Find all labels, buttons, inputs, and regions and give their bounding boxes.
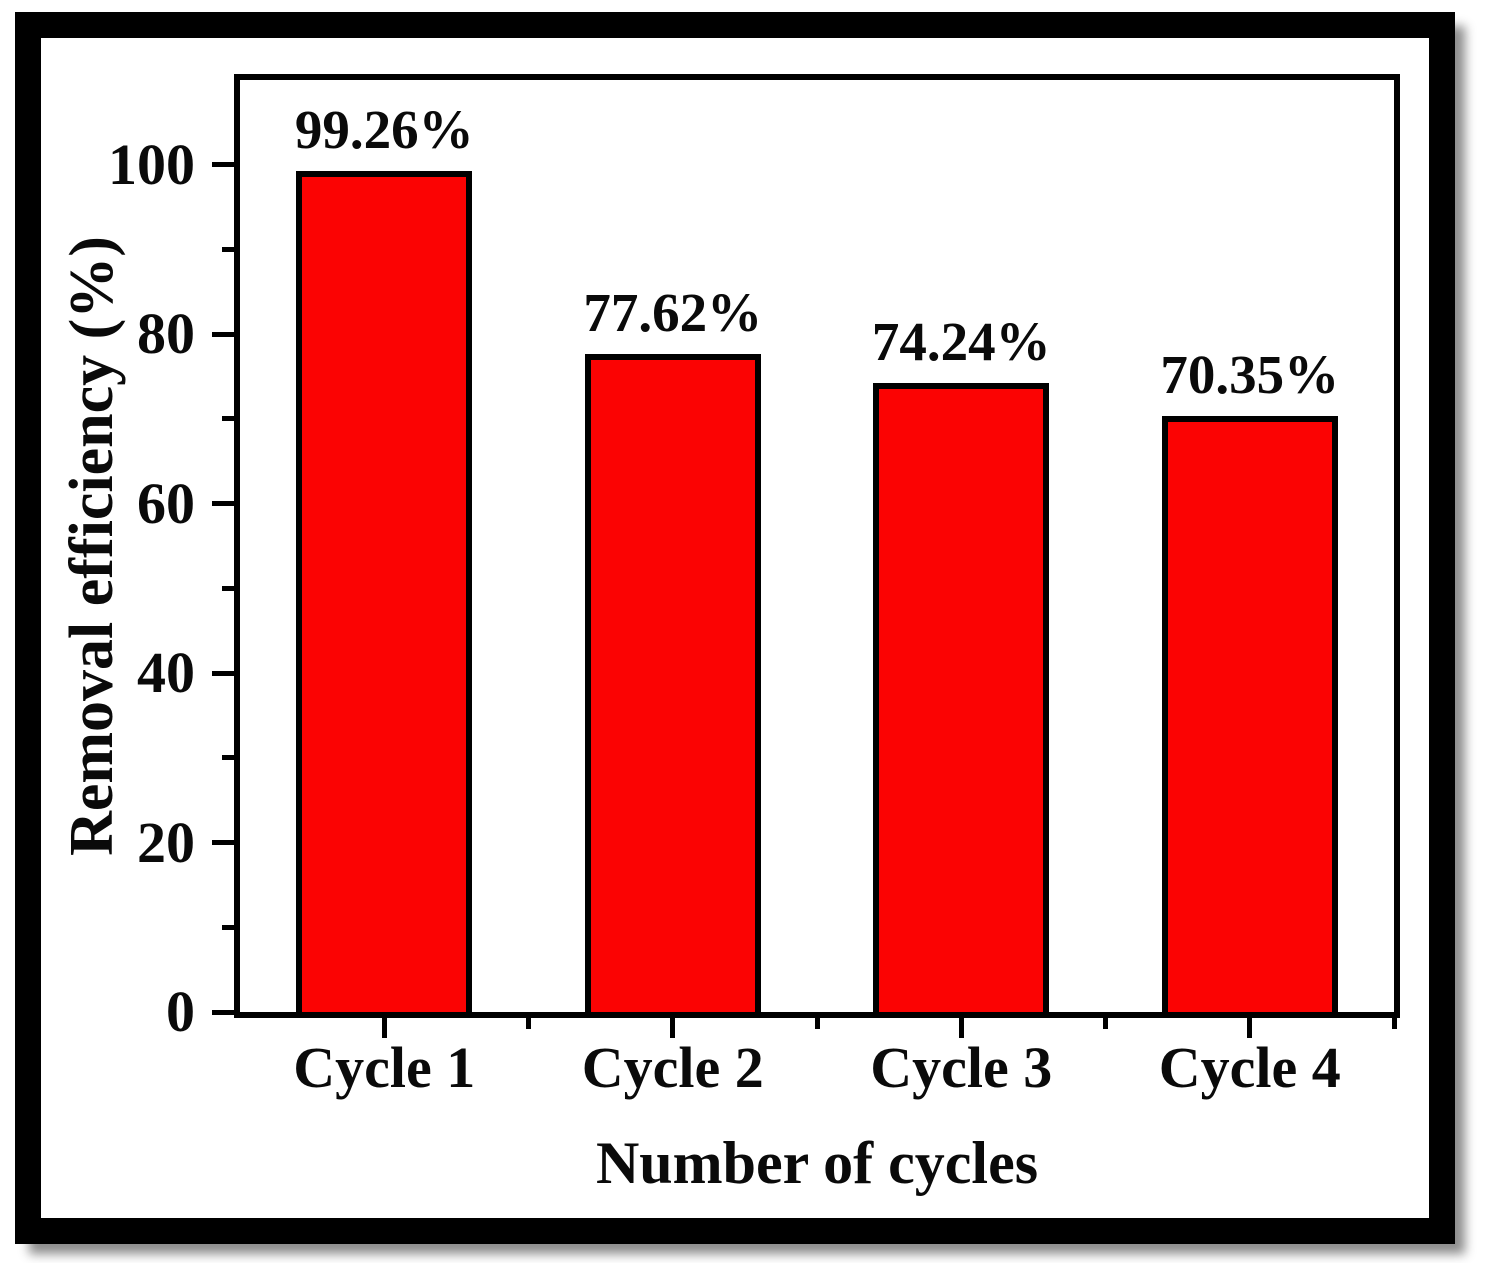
y-major-tick	[212, 670, 234, 676]
y-minor-tick	[222, 924, 234, 930]
bar-cycle-2	[584, 354, 761, 1018]
y-major-tick	[212, 840, 234, 846]
bar-cycle-3	[873, 383, 1050, 1018]
x-tick-label: Cycle 3	[870, 1035, 1053, 1100]
y-minor-tick	[222, 585, 234, 591]
x-minor-tick	[1391, 1018, 1397, 1029]
y-tick-label: 100	[108, 131, 195, 197]
x-minor-tick	[526, 1018, 531, 1029]
y-major-tick	[212, 1009, 234, 1015]
x-major-tick	[381, 1018, 387, 1038]
y-tick-label: 60	[137, 470, 195, 536]
y-tick-label: 20	[137, 809, 195, 875]
y-minor-tick	[222, 416, 234, 422]
bar-value-label: 99.26%	[294, 99, 474, 160]
x-minor-tick	[814, 1018, 820, 1029]
bar-value-label: 70.35%	[1160, 343, 1340, 405]
plot-area: Removal efficiency (%) Number of cycles …	[58, 74, 1400, 1193]
x-axis-title: Number of cycles	[595, 1130, 1039, 1196]
x-major-tick	[670, 1018, 676, 1038]
bar-value-label: 74.24%	[871, 311, 1051, 372]
y-major-tick	[212, 501, 234, 507]
y-minor-tick	[222, 755, 234, 761]
bar-cycle-4	[1161, 415, 1338, 1018]
bar-value-label: 77.62%	[583, 282, 763, 344]
x-major-tick	[958, 1018, 964, 1038]
y-major-tick	[212, 162, 234, 168]
x-tick-label: Cycle 2	[581, 1035, 764, 1100]
x-major-tick	[1247, 1018, 1253, 1038]
y-tick-label: 40	[137, 640, 195, 706]
x-minor-tick	[1103, 1018, 1108, 1029]
y-tick-label: 0	[166, 979, 195, 1044]
bar-cycle-1	[296, 171, 473, 1018]
y-major-tick	[212, 331, 234, 337]
y-tick-label: 80	[137, 301, 195, 367]
x-tick-label: Cycle 1	[293, 1035, 476, 1100]
y-minor-tick	[222, 246, 234, 252]
x-tick-label: Cycle 4	[1158, 1035, 1341, 1100]
